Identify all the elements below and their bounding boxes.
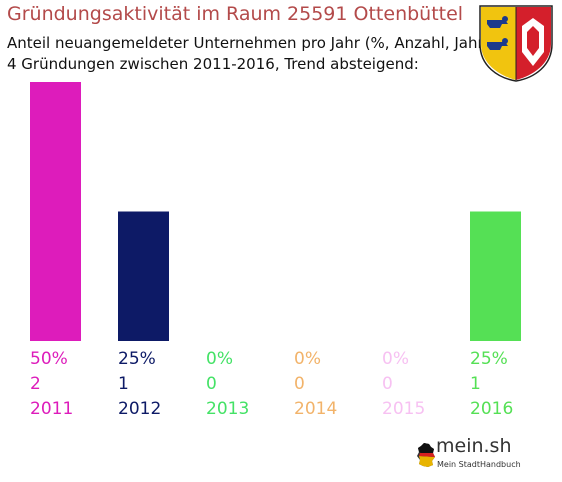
brand-tagline: Mein StadtHandbuch: [437, 460, 521, 469]
germany-map-icon: [417, 443, 435, 467]
count-label-2013: 0: [206, 374, 217, 394]
count-label-2015: 0: [382, 374, 393, 394]
brand-name: mein.sh: [436, 435, 512, 457]
year-label-2015: 2015: [382, 399, 426, 419]
bar-2012: [118, 211, 169, 341]
percent-label-2015: 0%: [382, 349, 409, 369]
percent-label-2012: 25%: [118, 349, 156, 369]
year-label-2016: 2016: [470, 399, 514, 419]
bar-2011: [30, 82, 81, 341]
percent-label-2011: 50%: [30, 349, 68, 369]
bar-2016: [470, 211, 521, 341]
percent-label-2014: 0%: [294, 349, 321, 369]
count-label-2016: 1: [470, 374, 481, 394]
percent-label-2016: 25%: [470, 349, 508, 369]
count-label-2014: 0: [294, 374, 305, 394]
percent-label-2013: 0%: [206, 349, 233, 369]
year-label-2014: 2014: [294, 399, 338, 419]
brand-logo: mein.sh Mein StadtHandbuch: [414, 435, 530, 476]
chart-subtitle-line-1: Anteil neuangemeldeter Unternehmen pro J…: [7, 34, 490, 52]
chart-subtitle-line-2: 4 Gründungen zwischen 2011-2016, Trend a…: [7, 55, 419, 73]
year-label-2013: 2013: [206, 399, 250, 419]
year-label-2011: 2011: [30, 399, 74, 419]
coat-of-arms-icon: [479, 5, 553, 82]
year-label-2012: 2012: [118, 399, 162, 419]
count-label-2012: 1: [118, 374, 129, 394]
chart-title: Gründungsaktivität im Raum 25591 Ottenbü…: [7, 3, 464, 25]
count-label-2011: 2: [30, 374, 41, 394]
